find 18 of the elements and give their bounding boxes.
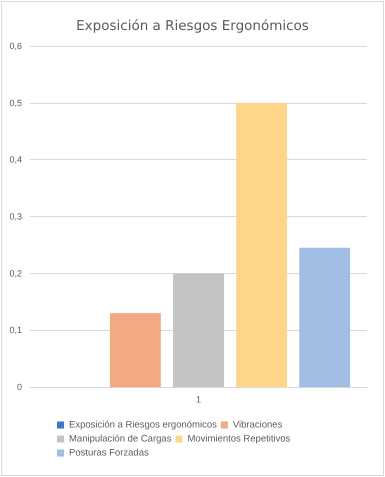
legend-label: Movimientos Repetitivos bbox=[187, 434, 291, 444]
legend-label: Exposición a Riesgos ergonómicos bbox=[69, 420, 218, 430]
y-tick-label: 0,2 bbox=[9, 268, 22, 278]
bar bbox=[173, 273, 224, 387]
y-tick-label: 0 bbox=[16, 382, 22, 392]
y-tick-label: 0,6 bbox=[9, 41, 22, 51]
chart-title: Exposición a Riesgos Ergonómicos bbox=[76, 18, 309, 34]
y-tick-label: 0,4 bbox=[9, 154, 22, 165]
legend-label: Vibraciones bbox=[232, 420, 283, 430]
bar bbox=[110, 313, 161, 387]
y-tick-label: 0,3 bbox=[9, 212, 22, 222]
x-tick-label: 1 bbox=[196, 394, 202, 404]
bar bbox=[236, 102, 288, 387]
y-tick-label: 0,1 bbox=[9, 325, 22, 336]
legend-label: Posturas Forzadas bbox=[69, 448, 149, 458]
bar bbox=[299, 248, 350, 387]
legend-label: Manipulación de Cargas bbox=[69, 434, 172, 444]
y-tick-label: 0,5 bbox=[9, 98, 22, 108]
